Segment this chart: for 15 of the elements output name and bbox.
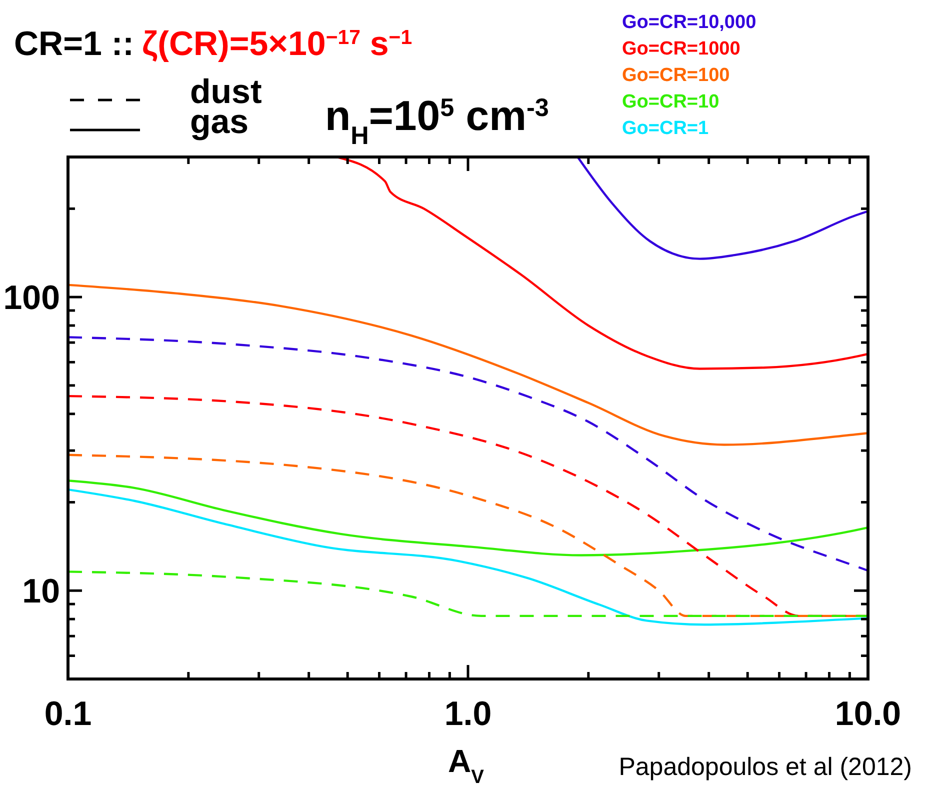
- text: Go=CR=100: [622, 65, 730, 86]
- y-tick-label: 10: [22, 572, 60, 611]
- x-tick-label: 0.1: [44, 695, 92, 733]
- text: Go=CR=1000: [622, 38, 740, 60]
- x-tick-label: 1.0: [444, 695, 492, 733]
- text: Go=CR=1: [622, 118, 710, 139]
- chart-subtitle: ζ(CR)=5×10$^{−17}$ s$^{−1}$: [142, 25, 412, 63]
- x-axis-title: A$_{V}$: [448, 743, 484, 788]
- x-tick-label: 10.0: [834, 695, 902, 733]
- chart-title: CR=1 ::: [14, 25, 134, 63]
- text: Go=CR=10: [622, 92, 720, 112]
- text: Papadopoulos et al (2012): [618, 753, 912, 781]
- y-tick-label: 100: [3, 279, 60, 318]
- text: n$_{H}$=10$^{5}$ cm$^{-3}$: [325, 92, 549, 150]
- text: Go=CR=10,000: [622, 12, 756, 33]
